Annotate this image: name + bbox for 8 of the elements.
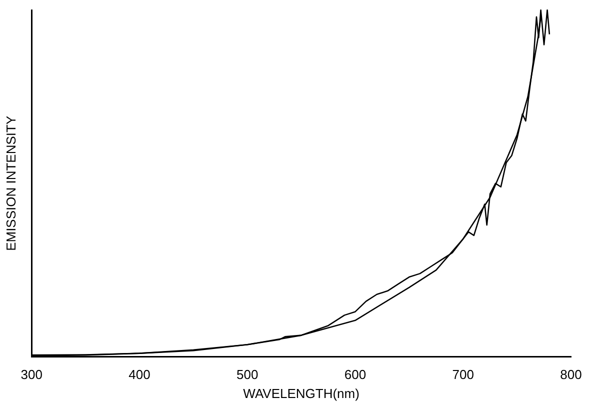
x-tick-label: 800 [560, 367, 582, 382]
y-axis-title: EMISSION INTENSITY [3, 116, 18, 251]
x-tick-label: 400 [128, 367, 150, 382]
x-axis-title: WAVELENGTH(nm) [243, 386, 360, 401]
x-tick-label: 500 [236, 367, 258, 382]
x-tick-label: 600 [344, 367, 366, 382]
x-tick-label: 700 [452, 367, 474, 382]
x-tick-label: 300 [20, 367, 42, 382]
